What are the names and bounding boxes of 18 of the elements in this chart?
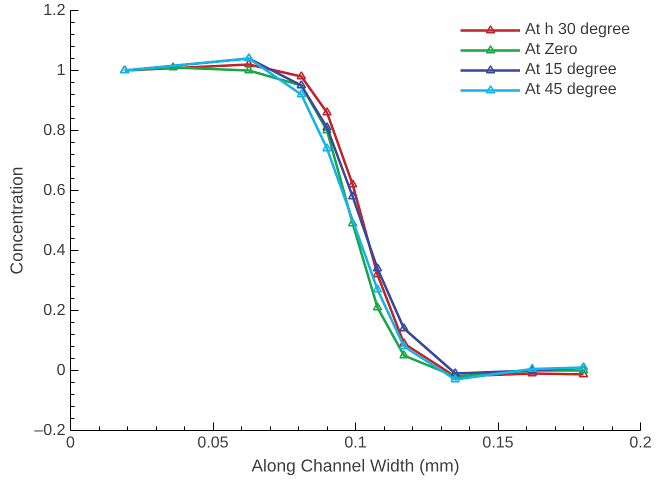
y-tick-label: 0.6 [43,182,66,199]
x-tick-label: 0.15 [482,434,514,452]
y-tick-label: 0 [56,362,66,379]
legend-label: At 15 degree [525,61,617,79]
y-tick-label: 1 [56,62,66,79]
y-tick-label: 0.8 [43,122,66,139]
legend-label: At 45 degree [525,81,617,99]
legend-label: At Zero [525,41,578,59]
y-tick-label: 0.4 [43,242,66,259]
y-tick-label: 0.2 [43,302,66,319]
y-tick-label: 1.2 [43,2,66,19]
x-tick-label: 0.2 [629,434,652,452]
y-axis-title: Concentration [6,166,26,274]
x-axis-title: Along Channel Width (mm) [251,456,460,476]
legend-label: At h 30 degree [525,21,630,39]
x-tick-label: 0.05 [197,434,229,452]
x-tick-label: 0.1 [344,434,367,452]
y-tick-label: –0.2 [34,422,66,439]
